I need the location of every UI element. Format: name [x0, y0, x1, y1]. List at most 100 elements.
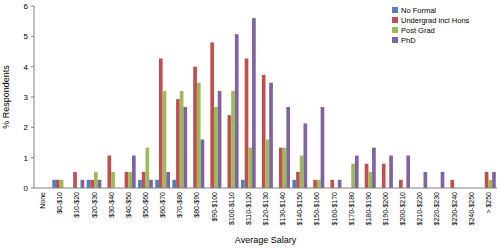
bar	[60, 180, 64, 188]
bar	[94, 172, 98, 188]
bar	[241, 180, 245, 188]
x-tick-label: $110-$120	[245, 192, 252, 225]
x-tick-label: > $250	[485, 192, 492, 214]
bar	[142, 172, 146, 188]
x-tick-label: $30-$40	[108, 192, 115, 218]
bar	[125, 172, 129, 188]
bar	[368, 172, 372, 188]
bar	[228, 115, 232, 188]
bar	[132, 156, 136, 188]
bar	[338, 180, 342, 188]
bar	[87, 180, 91, 188]
x-tick-label: $20-$30	[91, 192, 98, 218]
x-tick-label: $80-$90	[193, 192, 200, 218]
bar	[382, 164, 386, 188]
legend-label: PhD	[401, 36, 416, 45]
bar	[262, 75, 266, 188]
x-axis-title: Average Salary	[235, 235, 297, 245]
bar	[245, 58, 249, 188]
bar	[52, 180, 56, 188]
x-tick-label: $60-$70	[159, 192, 166, 218]
x-tick-label: $230-$240	[451, 192, 458, 226]
x-tick-label: $10-$20	[73, 192, 80, 218]
bar	[235, 34, 239, 188]
bar	[330, 180, 334, 188]
x-tick-label: $40-$50	[125, 192, 132, 218]
bar	[155, 180, 159, 188]
y-tick-label: 5	[24, 32, 29, 41]
bar	[313, 180, 317, 188]
bar	[73, 172, 77, 188]
x-tick-label: $0-$10	[56, 192, 63, 214]
legend-swatch	[392, 7, 398, 13]
bar	[128, 172, 132, 188]
legend-swatch	[392, 37, 398, 43]
bar	[172, 180, 176, 188]
bar	[90, 180, 94, 188]
bar	[252, 18, 256, 188]
bar	[231, 91, 235, 188]
x-tick-label: $100-$110	[228, 192, 235, 225]
legend-label: Undergrad incl Hons	[401, 16, 470, 25]
bar	[145, 148, 149, 188]
bar	[81, 180, 85, 188]
x-tick-label: $50-$60	[142, 192, 149, 218]
bar	[283, 148, 287, 188]
bar	[107, 156, 111, 188]
x-tick-label: $140-$150	[296, 192, 303, 226]
x-tick-label: $220-$230	[433, 192, 440, 226]
bar	[296, 172, 300, 188]
bar	[149, 180, 153, 188]
bar	[193, 67, 197, 188]
x-tick-label: None	[39, 192, 46, 209]
y-axis	[34, 6, 35, 188]
bar	[321, 107, 325, 188]
legend-swatch	[392, 27, 398, 33]
bar	[210, 42, 214, 188]
x-tick-label: $150-$160	[313, 192, 320, 226]
bar	[248, 148, 252, 188]
x-tick-label: $180-$190	[365, 192, 372, 226]
x-tick-label: $130-$140	[279, 192, 286, 226]
y-tick-label: 4	[24, 63, 29, 72]
bar	[303, 123, 307, 188]
bar	[159, 58, 163, 188]
bar	[266, 139, 270, 188]
legend-label: No Formal	[401, 6, 436, 15]
bar	[389, 156, 393, 188]
bar	[317, 180, 321, 188]
y-axis-title: % Respondents	[1, 65, 11, 129]
y-tick-label: 2	[24, 123, 29, 132]
bar	[492, 172, 496, 188]
bar	[111, 172, 115, 188]
bar	[351, 164, 355, 188]
legend-label: Post Grad	[401, 26, 435, 35]
x-tick-label: $200-$210	[399, 192, 406, 226]
bar	[365, 164, 369, 188]
x-tick-label: $190-$200	[382, 192, 389, 226]
y-tick-label: 1	[24, 154, 29, 163]
x-tick-label: $120-$130	[262, 192, 269, 226]
bar	[180, 91, 184, 188]
bar	[138, 180, 142, 188]
bar	[441, 172, 445, 188]
bar	[56, 180, 60, 188]
x-tick-label: $90-$100	[211, 192, 218, 222]
x-tick-label: $170-$180	[348, 192, 355, 226]
bar	[214, 107, 218, 188]
bar	[201, 139, 205, 188]
legend: No FormalUndergrad incl HonsPost GradPhD	[392, 6, 470, 45]
y-tick-label: 6	[24, 2, 29, 11]
bar	[98, 180, 102, 188]
legend-swatch	[392, 17, 398, 23]
bar	[197, 83, 201, 188]
x-axis	[34, 188, 497, 189]
y-tick-label: 3	[24, 93, 29, 102]
bar	[355, 156, 359, 188]
bar	[176, 99, 180, 188]
bar	[183, 107, 187, 188]
x-tick-label: $70-$80	[176, 192, 183, 218]
bar	[286, 107, 290, 188]
bar	[450, 180, 454, 188]
bar	[300, 156, 304, 188]
